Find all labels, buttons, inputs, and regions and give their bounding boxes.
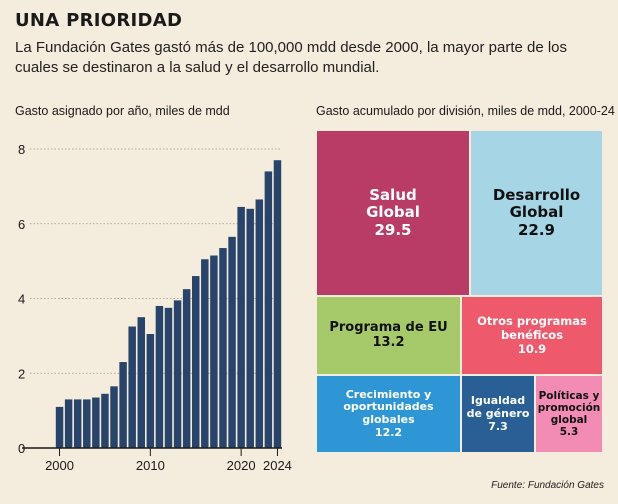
bar-chart: 0 2 4 6 8 2000 2010 2020 2024 (18, 142, 292, 473)
bar (237, 206, 245, 448)
bar (146, 334, 155, 448)
treemap-tile-programa-eu: Programa de EU 13.2 (316, 296, 461, 375)
y-tick-label: 2 (18, 366, 25, 381)
bar (192, 276, 200, 448)
bar (101, 393, 109, 448)
bar (164, 307, 173, 448)
tile-label: Programa de EU (329, 319, 448, 335)
bar (255, 199, 264, 448)
bar (119, 362, 127, 448)
tile-value: 5.3 (559, 426, 579, 439)
bar-chart-title: Gasto asignado por año, miles de mdd (15, 104, 230, 118)
bar (137, 317, 145, 448)
bar (246, 208, 254, 448)
bar (210, 255, 218, 448)
x-tick-label: 2000 (45, 458, 74, 473)
bar (73, 399, 82, 448)
tile-label: Otros programas benéficos (477, 314, 587, 342)
bar (264, 171, 273, 449)
chart-subtitle: La Fundación Gates gastó más de 100,000 … (15, 39, 568, 76)
treemap-tile-otros-programas: Otros programas benéficos 10.9 (461, 296, 603, 375)
treemap: Salud Global 29.5 Desarrollo Global 22.9… (316, 130, 603, 453)
source-note: Fuente: Fundación Gates (491, 480, 604, 491)
x-tick-label: 2010 (136, 458, 165, 473)
bar (173, 300, 182, 448)
bar (273, 160, 282, 448)
y-tick-label: 4 (18, 292, 25, 307)
x-tick-label: 2020 (227, 458, 256, 473)
treemap-tile-desarrollo-global: Desarrollo Global 22.9 (470, 130, 603, 296)
tile-value: 22.9 (517, 221, 555, 240)
y-tick-label: 6 (18, 217, 25, 232)
tile-value: 12.2 (374, 426, 403, 440)
bar (64, 399, 73, 448)
bar (110, 386, 118, 448)
tile-label: Crecimiento y oportunidades globales (343, 387, 434, 426)
chart-title: UNA PRIORIDAD (15, 10, 183, 31)
bar (55, 406, 64, 448)
treemap-tile-salud-global: Salud Global 29.5 (316, 130, 470, 296)
bar (219, 248, 227, 448)
tile-label: Salud Global (366, 185, 420, 221)
bar (128, 326, 136, 448)
treemap-title: Gasto acumulado por división, miles de m… (316, 104, 615, 118)
bar (182, 289, 191, 448)
bar (83, 399, 91, 448)
y-tick-label: 0 (18, 441, 25, 456)
tile-value: 10.9 (517, 341, 547, 356)
x-tick-label: 2024 (263, 458, 292, 473)
bar (92, 397, 100, 448)
treemap-tile-igualdad-genero: Igualdad de género 7.3 (461, 375, 535, 453)
tile-label: Desarrollo Global (492, 185, 581, 221)
tile-value: 7.3 (488, 420, 508, 434)
y-tick-label: 8 (18, 142, 25, 157)
bar (201, 259, 209, 448)
bar (155, 305, 164, 448)
treemap-tile-politicas: Políticas y promoción global 5.3 (535, 375, 603, 453)
tile-value: 29.5 (374, 221, 412, 240)
treemap-tile-crecimiento: Crecimiento y oportunidades globales 12.… (316, 375, 461, 453)
tile-value: 13.2 (372, 335, 405, 351)
bar (228, 236, 236, 448)
tile-label: Igualdad de género (466, 393, 530, 420)
tile-label: Políticas y promoción global (537, 389, 601, 427)
